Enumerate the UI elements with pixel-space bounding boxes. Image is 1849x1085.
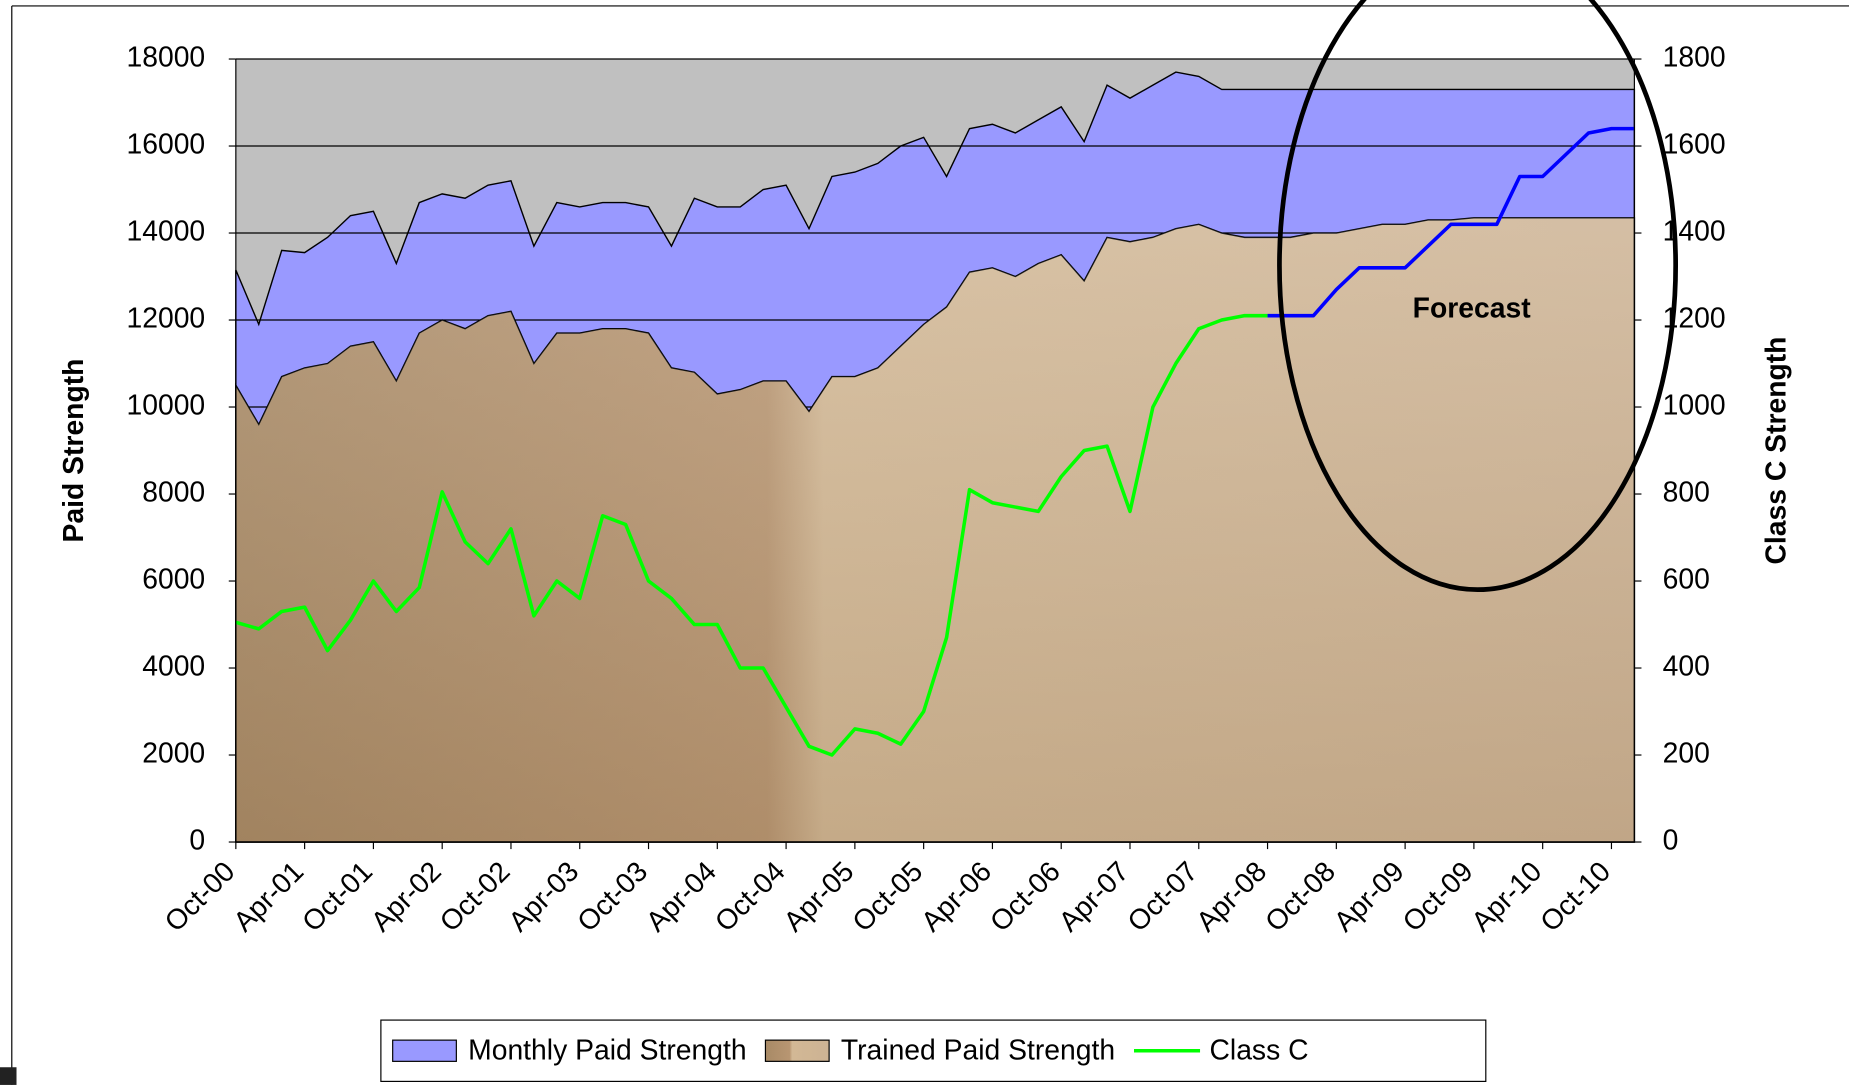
- legend: Monthly Paid Strength Trained Paid Streng…: [381, 1020, 1486, 1081]
- y-axis-title: Paid Strength: [57, 359, 89, 543]
- y2-tick-label: 600: [1663, 562, 1710, 594]
- y-tick-label: 18000: [126, 40, 205, 72]
- y2-tick-label: 1600: [1663, 127, 1726, 159]
- legend-label: Monthly Paid Strength: [468, 1033, 746, 1065]
- annotation: Forecast: [1413, 292, 1532, 324]
- plot-area: 0200040006000800010000120001400016000180…: [126, 0, 1725, 938]
- y-tick-label: 0: [189, 823, 205, 855]
- legend-swatch: [765, 1040, 829, 1061]
- legend-label: Class C: [1209, 1033, 1308, 1065]
- corner-mark: [0, 1067, 17, 1085]
- y2-tick-label: 1800: [1663, 40, 1726, 72]
- y-tick-label: 8000: [142, 475, 205, 507]
- y2-tick-label: 400: [1663, 649, 1710, 681]
- y-tick-label: 4000: [142, 649, 205, 681]
- y2-tick-label: 0: [1663, 823, 1679, 855]
- chart: Paid Strength Class C Strength 020004000…: [0, 0, 1849, 1085]
- y2-tick-label: 200: [1663, 736, 1710, 768]
- y-tick-label: 14000: [126, 214, 205, 246]
- page: {"chart_data": { "type": "area", "ylabel…: [0, 0, 1849, 1085]
- legend-label: Trained Paid Strength: [841, 1033, 1115, 1065]
- y-tick-label: 2000: [142, 736, 205, 768]
- y2-tick-label: 800: [1663, 475, 1710, 507]
- y-tick-label: 12000: [126, 301, 205, 333]
- legend-swatch: [393, 1040, 457, 1061]
- y2-tick-label: 1000: [1663, 388, 1726, 420]
- y2-axis-title: Class C Strength: [1760, 337, 1792, 565]
- y-tick-label: 6000: [142, 562, 205, 594]
- y-tick-label: 10000: [126, 388, 205, 420]
- y-tick-label: 16000: [126, 127, 205, 159]
